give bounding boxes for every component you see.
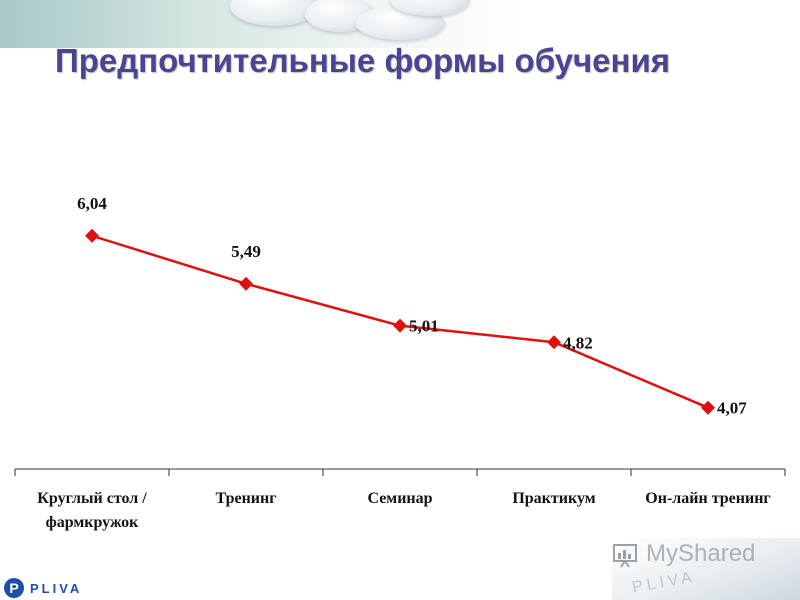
pliva-logo: P PLIVA bbox=[4, 578, 82, 598]
data-label: 6,04 bbox=[77, 194, 107, 213]
data-label: 5,49 bbox=[231, 242, 261, 261]
x-tick-label: Он-лайн тренинг bbox=[645, 490, 770, 507]
data-point-marker bbox=[547, 335, 561, 350]
data-label: 4,07 bbox=[717, 399, 747, 418]
data-point-marker bbox=[239, 276, 253, 291]
watermark-pliva: PLIVA bbox=[630, 568, 698, 597]
x-tick-label: фармкружок bbox=[46, 514, 140, 531]
x-tick-label: Практикум bbox=[512, 490, 595, 507]
data-point-marker bbox=[393, 318, 407, 333]
pill-image bbox=[390, 0, 470, 16]
header-banner bbox=[0, 0, 800, 48]
watermark-text: MyShared bbox=[646, 540, 756, 567]
x-tick-label: Круглый стол / bbox=[37, 490, 147, 507]
logo-text: PLIVA bbox=[30, 580, 83, 596]
presentation-icon bbox=[613, 544, 637, 568]
data-point-marker bbox=[85, 228, 99, 243]
slide-title: Предпочтительные формы обучения bbox=[55, 42, 670, 79]
data-label: 4,82 bbox=[563, 333, 593, 352]
x-tick-label: Тренинг bbox=[216, 490, 277, 507]
logo-mark: P bbox=[4, 578, 24, 598]
x-tick-label: Семинар bbox=[367, 490, 432, 507]
data-point-marker bbox=[701, 400, 715, 415]
myshared-watermark: MyShared PLIVA bbox=[612, 538, 800, 600]
data-label: 5,01 bbox=[409, 317, 439, 336]
